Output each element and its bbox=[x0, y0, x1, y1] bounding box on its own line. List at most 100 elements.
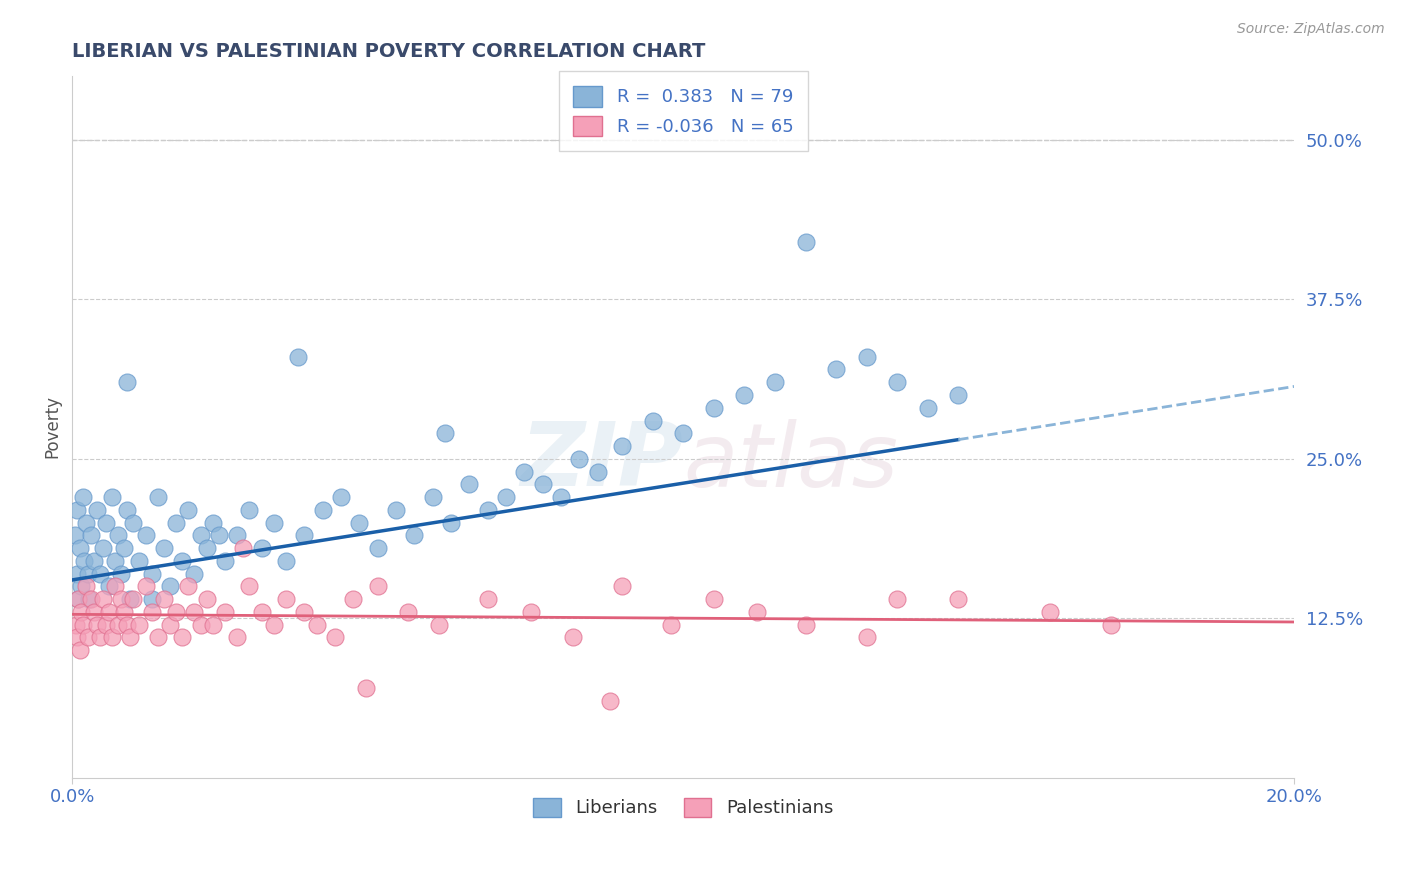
Point bbox=[763, 376, 786, 390]
Point bbox=[69, 643, 91, 657]
Point bbox=[120, 630, 142, 644]
Point bbox=[89, 566, 111, 581]
Point bbox=[104, 554, 127, 568]
Point bbox=[101, 630, 124, 644]
Point bbox=[612, 579, 634, 593]
Point bbox=[153, 592, 176, 607]
Point bbox=[172, 554, 194, 568]
Point bbox=[917, 401, 939, 415]
Point bbox=[745, 605, 768, 619]
Point bbox=[183, 605, 205, 619]
Point bbox=[330, 490, 353, 504]
Point bbox=[495, 490, 517, 504]
Point bbox=[396, 605, 419, 619]
Point bbox=[641, 413, 664, 427]
Point bbox=[195, 541, 218, 555]
Point bbox=[568, 451, 591, 466]
Point bbox=[305, 617, 328, 632]
Point bbox=[238, 502, 260, 516]
Point bbox=[135, 528, 157, 542]
Point bbox=[165, 516, 187, 530]
Point bbox=[69, 541, 91, 555]
Point bbox=[91, 592, 114, 607]
Point bbox=[226, 630, 249, 644]
Point bbox=[190, 528, 212, 542]
Y-axis label: Poverty: Poverty bbox=[44, 395, 60, 458]
Point bbox=[274, 554, 297, 568]
Point bbox=[165, 605, 187, 619]
Point bbox=[72, 617, 94, 632]
Text: Source: ZipAtlas.com: Source: ZipAtlas.com bbox=[1237, 22, 1385, 37]
Point bbox=[599, 694, 621, 708]
Point bbox=[72, 490, 94, 504]
Point bbox=[948, 592, 970, 607]
Point bbox=[70, 579, 93, 593]
Point bbox=[104, 579, 127, 593]
Point bbox=[65, 617, 87, 632]
Point bbox=[91, 541, 114, 555]
Point bbox=[79, 592, 101, 607]
Point bbox=[141, 605, 163, 619]
Point bbox=[94, 516, 117, 530]
Point bbox=[76, 566, 98, 581]
Point bbox=[659, 617, 682, 632]
Point bbox=[86, 502, 108, 516]
Point bbox=[177, 502, 200, 516]
Legend: Liberians, Palestinians: Liberians, Palestinians bbox=[526, 790, 841, 824]
Point bbox=[886, 592, 908, 607]
Point bbox=[195, 592, 218, 607]
Point bbox=[531, 477, 554, 491]
Point bbox=[153, 541, 176, 555]
Point bbox=[214, 605, 236, 619]
Point bbox=[67, 592, 90, 607]
Point bbox=[1039, 605, 1062, 619]
Point bbox=[107, 528, 129, 542]
Point bbox=[422, 490, 444, 504]
Point bbox=[586, 465, 609, 479]
Point bbox=[122, 516, 145, 530]
Point bbox=[79, 528, 101, 542]
Point bbox=[232, 541, 254, 555]
Point bbox=[65, 566, 87, 581]
Point bbox=[367, 541, 389, 555]
Point bbox=[86, 617, 108, 632]
Point bbox=[404, 528, 426, 542]
Point bbox=[855, 350, 877, 364]
Point bbox=[519, 605, 541, 619]
Point bbox=[263, 617, 285, 632]
Point bbox=[312, 502, 335, 516]
Point bbox=[294, 605, 316, 619]
Text: ZIP: ZIP bbox=[520, 418, 683, 506]
Point bbox=[146, 630, 169, 644]
Point bbox=[77, 630, 100, 644]
Text: LIBERIAN VS PALESTINIAN POVERTY CORRELATION CHART: LIBERIAN VS PALESTINIAN POVERTY CORRELAT… bbox=[72, 42, 706, 61]
Point bbox=[83, 554, 105, 568]
Point bbox=[433, 426, 456, 441]
Point bbox=[70, 605, 93, 619]
Point bbox=[458, 477, 481, 491]
Point bbox=[855, 630, 877, 644]
Point bbox=[672, 426, 695, 441]
Point bbox=[703, 401, 725, 415]
Point bbox=[825, 362, 848, 376]
Point bbox=[354, 681, 377, 696]
Point bbox=[294, 528, 316, 542]
Point bbox=[107, 617, 129, 632]
Point bbox=[97, 605, 120, 619]
Point bbox=[122, 592, 145, 607]
Point bbox=[89, 630, 111, 644]
Point bbox=[612, 439, 634, 453]
Point bbox=[115, 376, 138, 390]
Point bbox=[120, 592, 142, 607]
Point bbox=[385, 502, 408, 516]
Point bbox=[513, 465, 536, 479]
Point bbox=[703, 592, 725, 607]
Text: atlas: atlas bbox=[683, 419, 898, 505]
Point bbox=[323, 630, 346, 644]
Point bbox=[263, 516, 285, 530]
Point bbox=[141, 592, 163, 607]
Point bbox=[349, 516, 371, 530]
Point bbox=[367, 579, 389, 593]
Point bbox=[238, 579, 260, 593]
Point bbox=[477, 592, 499, 607]
